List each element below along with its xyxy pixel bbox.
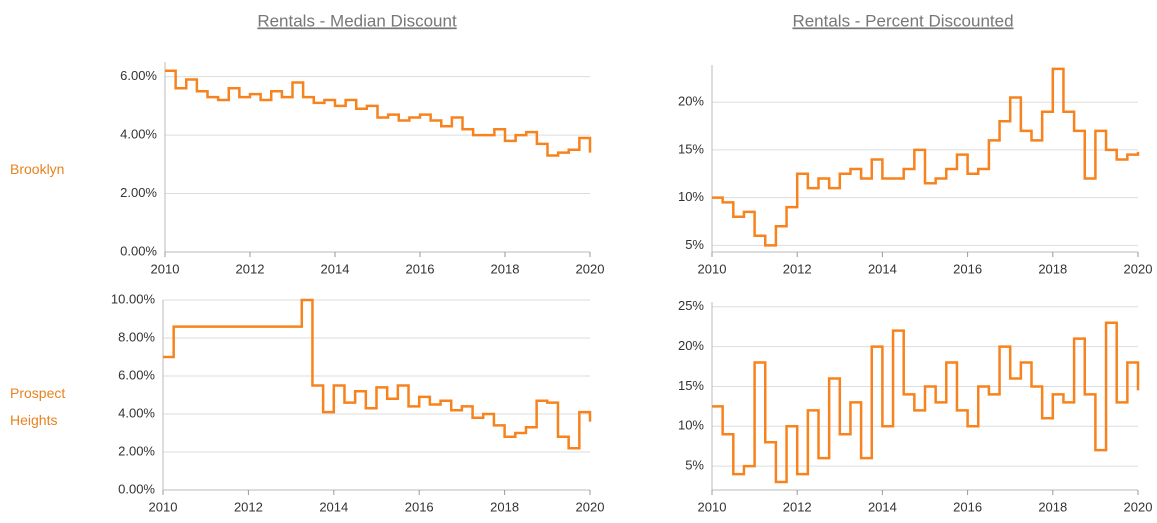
y-tick-label: 0.00% (120, 243, 157, 258)
x-tick-label: 2018 (1038, 261, 1067, 276)
data-line (712, 67, 1140, 247)
x-tick-label: 2014 (319, 499, 348, 514)
x-tick-label: 2016 (953, 499, 982, 514)
x-tick-label: 2012 (783, 499, 812, 514)
y-tick-label: 25% (678, 298, 704, 313)
y-tick-label: 5% (685, 458, 704, 473)
data-line (712, 321, 1140, 484)
y-tick-label: 15% (678, 141, 704, 156)
column-title: Rentals - Median Discount (257, 11, 457, 30)
x-tick-label: 2014 (868, 261, 897, 276)
x-tick-label: 2020 (1124, 261, 1153, 276)
x-tick-label: 2020 (1124, 499, 1153, 514)
y-tick-label: 10.00% (111, 291, 156, 306)
y-tick-label: 20% (678, 338, 704, 353)
x-tick-label: 2010 (698, 261, 727, 276)
data-line (163, 298, 592, 450)
y-tick-label: 4.00% (120, 127, 157, 142)
row-label: Prospect Heights (10, 385, 66, 428)
x-tick-label: 2012 (234, 499, 263, 514)
x-tick-label: 2012 (783, 261, 812, 276)
y-tick-label: 0.00% (118, 481, 155, 496)
x-tick-label: 2014 (321, 261, 350, 276)
y-tick-label: 2.00% (120, 185, 157, 200)
x-tick-label: 2016 (405, 499, 434, 514)
x-tick-label: 2016 (953, 261, 982, 276)
y-tick-label: 15% (678, 378, 704, 393)
data-line (165, 69, 592, 157)
y-tick-label: 5% (685, 237, 704, 252)
x-tick-label: 2018 (491, 261, 520, 276)
y-tick-label: 8.00% (118, 329, 155, 344)
x-tick-label: 2010 (698, 499, 727, 514)
x-tick-label: 2010 (151, 261, 180, 276)
x-tick-label: 2018 (1038, 499, 1067, 514)
row-label: Brooklyn (10, 161, 65, 177)
x-tick-label: 2012 (236, 261, 265, 276)
x-tick-label: 2016 (406, 261, 435, 276)
x-tick-label: 2020 (576, 499, 605, 514)
x-tick-label: 2020 (576, 261, 605, 276)
y-tick-label: 6.00% (120, 68, 157, 83)
x-tick-label: 2018 (490, 499, 519, 514)
y-tick-label: 20% (678, 94, 704, 109)
x-tick-label: 2014 (868, 499, 897, 514)
y-tick-label: 6.00% (118, 367, 155, 382)
y-tick-label: 10% (678, 189, 704, 204)
y-tick-label: 10% (678, 418, 704, 433)
y-tick-label: 4.00% (118, 405, 155, 420)
x-tick-label: 2010 (149, 499, 178, 514)
column-title: Rentals - Percent Discounted (792, 11, 1013, 30)
y-tick-label: 2.00% (118, 443, 155, 458)
